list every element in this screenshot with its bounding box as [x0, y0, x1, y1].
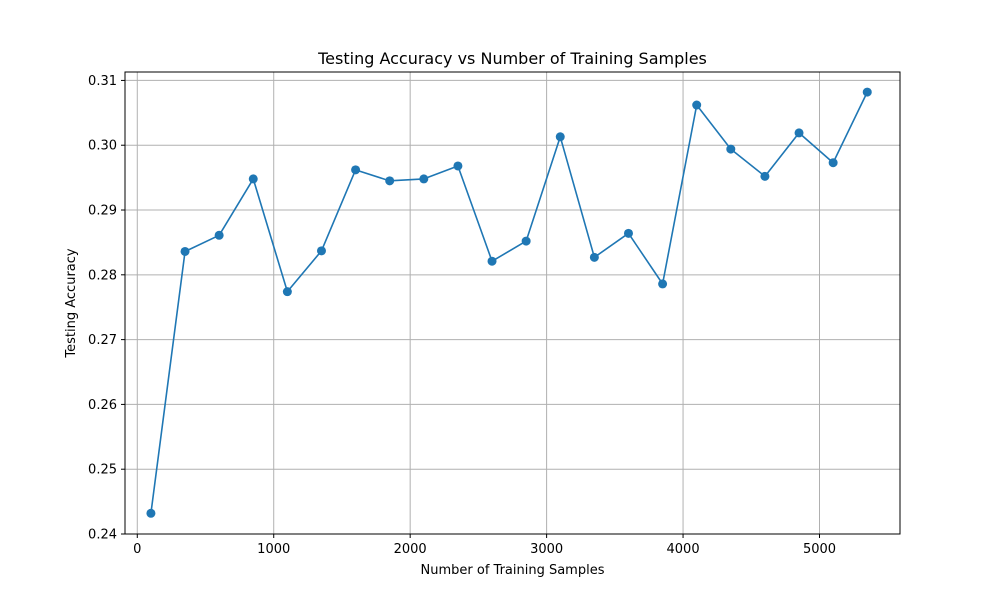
- y-tick-label: 0.27: [88, 333, 117, 348]
- chart-title: Testing Accuracy vs Number of Training S…: [317, 49, 707, 68]
- x-tick-label: 5000: [803, 542, 836, 557]
- data-point: [180, 246, 190, 256]
- data-point: [521, 236, 531, 246]
- x-axis-label: Number of Training Samples: [421, 563, 605, 578]
- data-point: [794, 128, 804, 138]
- data-point: [316, 246, 326, 256]
- data-point: [760, 171, 770, 181]
- data-point: [726, 144, 736, 154]
- x-tick-label: 4000: [667, 542, 700, 557]
- y-tick-label: 0.29: [88, 204, 117, 219]
- data-point: [692, 100, 702, 110]
- y-tick-label: 0.31: [88, 74, 117, 89]
- data-point: [589, 252, 599, 262]
- series-line: [150, 91, 868, 514]
- y-tick-label: 0.28: [88, 268, 117, 283]
- y-tick-label: 0.24: [88, 528, 117, 543]
- data-point: [351, 165, 361, 175]
- data-point: [453, 161, 463, 171]
- x-tick-label: 2000: [394, 542, 427, 557]
- data-point: [555, 132, 565, 142]
- x-tick-label: 3000: [530, 542, 563, 557]
- y-tick-label: 0.30: [88, 139, 117, 154]
- x-tick-label: 1000: [257, 542, 290, 557]
- x-tick-label: 0: [133, 542, 141, 557]
- data-point: [419, 174, 429, 184]
- tick-layer: 0 1000 2000 3000 4000 5000 0.24 0.25 0.26 0.27 0.2…: [88, 74, 836, 557]
- data-point: [214, 230, 224, 240]
- data-point: [248, 174, 258, 184]
- data-point: [862, 87, 872, 97]
- data-point: [658, 279, 668, 289]
- y-tick-label: 0.25: [88, 463, 117, 478]
- y-axis-label: Testing Accuracy: [64, 248, 79, 358]
- plot-frame: [124, 71, 901, 535]
- grid-layer: [125, 72, 900, 535]
- data-point: [146, 508, 156, 518]
- data-point: [385, 176, 395, 186]
- data-point: [828, 158, 838, 168]
- y-tick-label: 0.26: [88, 398, 117, 413]
- data-point: [623, 228, 633, 238]
- data-point: [487, 256, 497, 266]
- data-point: [282, 287, 292, 297]
- series-layer: [146, 87, 872, 518]
